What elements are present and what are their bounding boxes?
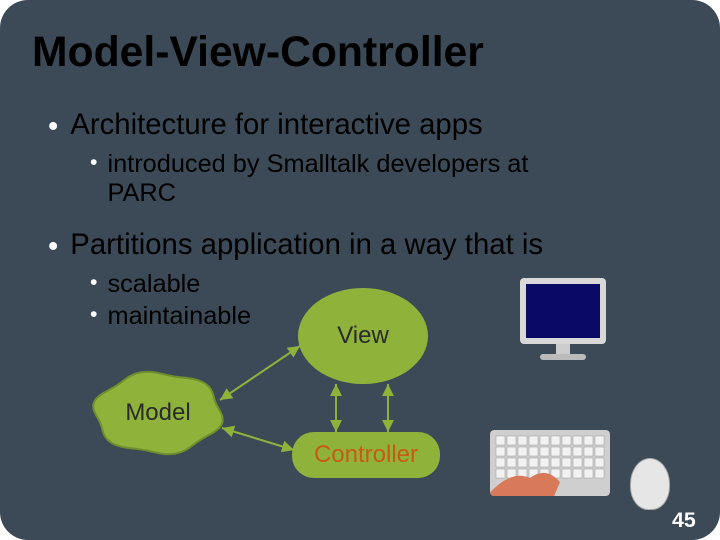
monitor-base xyxy=(540,354,586,360)
bullet-text: introduced by Smalltalk developers at PA… xyxy=(107,150,570,208)
bullet-text: Architecture for interactive apps xyxy=(70,108,482,142)
node-model-label-wrap: Model xyxy=(92,370,224,456)
bullet-text: Partitions application in a way that is xyxy=(70,228,543,262)
bullet-maintainable: • maintainable xyxy=(90,302,251,331)
monitor-screen xyxy=(520,278,606,344)
bullet-smalltalk: • introduced by Smalltalk developers at … xyxy=(90,150,570,208)
bullet-text: scalable xyxy=(107,270,200,299)
monitor-stand xyxy=(556,344,570,354)
node-controller-label: Controller xyxy=(314,441,418,469)
mouse-icon xyxy=(630,458,670,510)
keyboard-svg xyxy=(490,430,610,496)
bullet-scalable: • scalable xyxy=(90,270,200,299)
node-view-label: View xyxy=(337,322,389,350)
bullet-text: maintainable xyxy=(107,302,251,331)
bullet-dot-icon: • xyxy=(90,272,97,293)
slide: Model-View-Controller • Architecture for… xyxy=(0,0,720,540)
monitor-icon xyxy=(520,278,606,360)
bullet-dot-icon: • xyxy=(48,232,58,261)
node-controller: Controller xyxy=(292,432,440,478)
slide-number: 45 xyxy=(672,508,696,533)
bullet-architecture: • Architecture for interactive apps xyxy=(48,108,483,142)
bullet-dot-icon: • xyxy=(90,152,97,173)
bullet-dot-icon: • xyxy=(90,304,97,325)
node-model-label: Model xyxy=(125,399,190,427)
bullet-partitions: • Partitions application in a way that i… xyxy=(48,228,543,262)
edge-model-view xyxy=(210,336,310,410)
edge-model-controller xyxy=(212,418,304,460)
slide-title: Model-View-Controller xyxy=(32,28,484,77)
node-view: View xyxy=(298,288,428,384)
bullet-dot-icon: • xyxy=(48,112,58,141)
keyboard-icon xyxy=(490,430,610,496)
